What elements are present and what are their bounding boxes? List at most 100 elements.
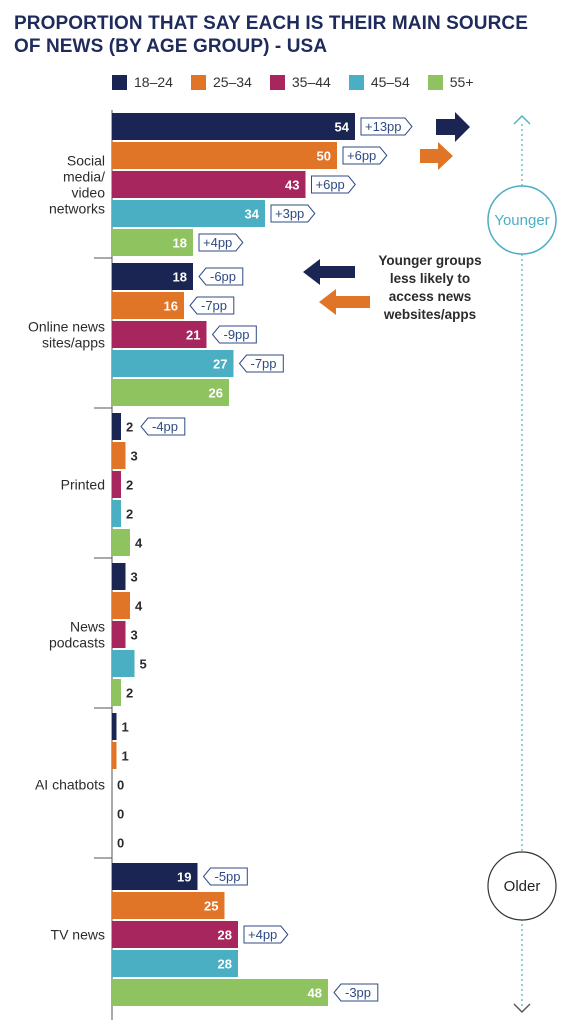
data-label: 2	[126, 507, 133, 522]
change-label: -3pp	[345, 985, 371, 1000]
change-label: -4pp	[152, 419, 178, 434]
bar	[112, 171, 306, 198]
change-box	[342, 146, 388, 165]
bar	[112, 142, 337, 169]
change-box	[360, 117, 413, 136]
change-box	[140, 417, 186, 436]
bar	[112, 471, 121, 498]
data-label: 43	[285, 178, 299, 193]
bar	[112, 921, 238, 948]
change-label: +4pp	[248, 927, 277, 942]
bar	[112, 863, 198, 890]
data-label: 48	[308, 986, 322, 1001]
change-box	[243, 925, 289, 944]
legend-label: 55+	[449, 74, 474, 90]
data-label: 3	[131, 449, 138, 464]
data-label: 1	[122, 720, 129, 735]
change-box	[198, 267, 244, 286]
arrow-right-orange-icon	[420, 142, 453, 170]
down-chevron-icon	[513, 1003, 531, 1013]
change-box	[333, 983, 379, 1002]
chart-title: PROPORTION THAT SAY EACH IS THEIR MAIN S…	[14, 13, 529, 57]
bar	[112, 113, 355, 140]
change-label: -6pp	[210, 269, 236, 284]
change-label: -5pp	[215, 869, 241, 884]
data-label: 25	[204, 899, 218, 914]
change-box	[211, 325, 257, 344]
legend-label: 45–54	[370, 74, 410, 90]
change-box	[311, 175, 356, 194]
legend-swatch	[269, 74, 285, 90]
bar	[112, 529, 130, 556]
data-label: 26	[209, 386, 223, 401]
bar	[112, 200, 265, 227]
change-box	[238, 354, 284, 373]
category-label: News	[70, 619, 105, 635]
annotation-text: websites/apps	[383, 307, 476, 322]
data-label: 18	[173, 236, 187, 251]
legend-item: 25–34	[190, 74, 252, 90]
bar	[112, 442, 126, 469]
data-label: 0	[117, 836, 124, 851]
annotation-text: Younger groups	[378, 253, 481, 268]
category-label: video	[72, 185, 106, 201]
data-label: 3	[131, 570, 138, 585]
younger-label: Younger	[494, 212, 549, 229]
legend-swatch	[190, 74, 206, 90]
data-label: 4	[135, 536, 143, 551]
data-label: 2	[126, 478, 133, 493]
older-label: Older	[504, 878, 541, 895]
category-label: Printed	[61, 477, 105, 493]
bar	[112, 950, 238, 977]
bar	[112, 350, 234, 377]
bar	[112, 592, 130, 619]
data-label: 54	[335, 120, 350, 135]
data-label: 19	[177, 870, 191, 885]
bar	[112, 892, 225, 919]
data-label: 2	[126, 686, 133, 701]
category-label: AI chatbots	[35, 777, 105, 793]
annotation-text: access news	[389, 289, 472, 304]
change-label: +13pp	[365, 119, 402, 134]
data-label: 28	[218, 957, 232, 972]
bar	[112, 621, 126, 648]
legend-swatch	[112, 74, 127, 90]
change-box	[198, 233, 244, 252]
change-label: +6pp	[316, 177, 345, 192]
data-label: 0	[117, 807, 124, 822]
change-label: +4pp	[203, 235, 232, 250]
bar	[112, 713, 117, 740]
bar	[112, 563, 126, 590]
change-box	[189, 296, 235, 315]
bar	[112, 379, 229, 406]
category-label: Online news	[28, 319, 105, 335]
legend-swatch	[427, 74, 443, 90]
category-label: podcasts	[49, 635, 105, 651]
data-label: 50	[317, 149, 331, 164]
data-label: 16	[164, 299, 178, 314]
data-label: 0	[117, 778, 124, 793]
data-label: 2	[126, 420, 133, 435]
legend-item: 18–24	[112, 74, 173, 90]
bar	[112, 263, 193, 290]
change-label: -9pp	[224, 327, 250, 342]
legend-item: 45–54	[348, 74, 410, 90]
legend-label: 25–34	[212, 74, 252, 90]
legend-swatch	[348, 74, 364, 90]
category-label: TV news	[51, 927, 105, 943]
data-label: 3	[131, 628, 138, 643]
bar	[112, 742, 117, 769]
bar	[112, 413, 121, 440]
data-label: 34	[245, 207, 260, 222]
change-box	[202, 867, 248, 886]
data-label: 4	[135, 599, 143, 614]
up-chevron-icon	[513, 115, 531, 125]
change-label: -7pp	[251, 356, 277, 371]
legend-label: 18–24	[134, 74, 173, 90]
bar	[112, 979, 328, 1006]
data-label: 27	[213, 357, 227, 372]
data-label: 5	[140, 657, 147, 672]
arrow-left-navy-icon	[303, 259, 355, 285]
legend: 18–24 25–34 35–44 45–54 55+	[112, 74, 492, 90]
